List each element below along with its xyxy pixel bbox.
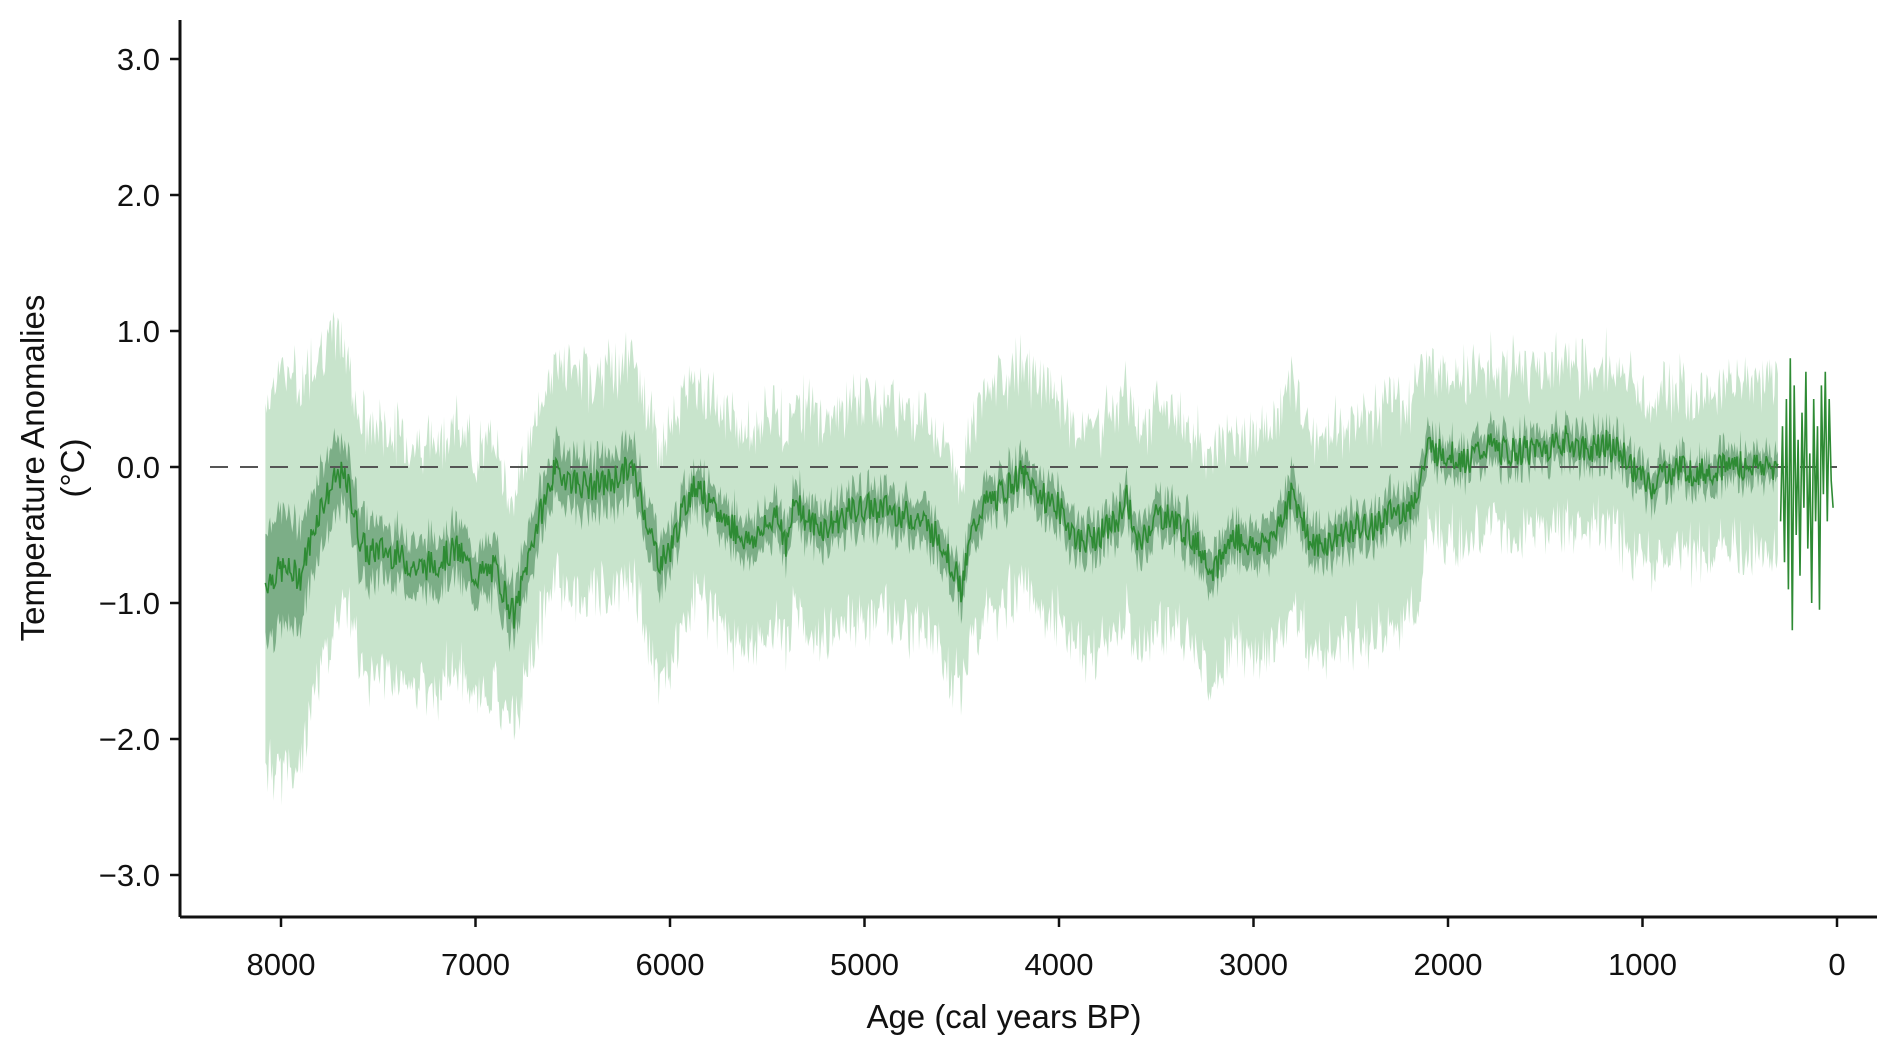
y-tick-label: 0.0: [117, 450, 160, 485]
x-tick-label: 6000: [636, 947, 705, 982]
y-tick-label: −1.0: [99, 586, 160, 621]
y-tick-label: −3.0: [99, 858, 160, 893]
x-tick-label: 1000: [1608, 947, 1677, 982]
x-tick-label: 3000: [1219, 947, 1288, 982]
x-tick-label: 5000: [830, 947, 899, 982]
axes: [178, 20, 1877, 919]
inner-uncertainty-band: [265, 409, 1778, 654]
x-tick-label: 8000: [247, 947, 316, 982]
outer-uncertainty-band: [265, 311, 1778, 806]
y-tick-label: 1.0: [117, 314, 160, 349]
y-axis-title: Temperature Anomalies (°C): [14, 295, 91, 642]
recent-temperature-line: [1779, 358, 1834, 631]
x-tick-label: 4000: [1025, 947, 1094, 982]
y-tick-label: −2.0: [99, 722, 160, 757]
y-axis-title-line-2: (°C): [54, 438, 91, 497]
plot-area: [210, 311, 1837, 806]
x-tick-label: 0: [1828, 947, 1845, 982]
y-tick-label: 3.0: [117, 42, 160, 77]
y-tick-label: 2.0: [117, 178, 160, 213]
x-tick-label: 7000: [441, 947, 510, 982]
mean-temperature-line: [264, 425, 1779, 629]
x-axis-title: Age (cal years BP): [866, 998, 1141, 1035]
x-tick-label: 2000: [1414, 947, 1483, 982]
axis-ticks: 8000 7000 6000 5000 4000 3000 2000 1000 0 3.0 2.0 1…: [99, 42, 1846, 982]
y-axis-title-line-1: Temperature Anomalies: [14, 295, 51, 642]
